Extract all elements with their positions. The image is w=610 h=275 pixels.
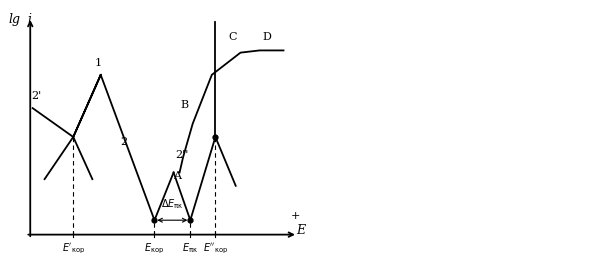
Text: D: D	[262, 32, 271, 42]
Text: $\Delta E_{\rm \pi\kappa}$: $\Delta E_{\rm \pi\kappa}$	[161, 197, 184, 211]
Text: $E_{\rm \pi\kappa}$: $E_{\rm \pi\kappa}$	[182, 241, 198, 255]
Text: $E'_{\rm \kappa op}$: $E'_{\rm \kappa op}$	[62, 241, 85, 256]
Text: $E''_{\rm \kappa op}$: $E''_{\rm \kappa op}$	[203, 241, 228, 256]
Text: A: A	[173, 171, 181, 181]
Text: 2: 2	[120, 137, 127, 147]
Text: +: +	[291, 211, 300, 221]
Text: 1: 1	[95, 58, 102, 68]
Text: 2': 2'	[32, 92, 41, 101]
Text: C: C	[228, 32, 237, 42]
Text: i: i	[28, 13, 32, 26]
Text: E: E	[296, 224, 306, 237]
Text: $E_{\rm \kappa op}$: $E_{\rm \kappa op}$	[145, 241, 165, 256]
Text: B: B	[181, 100, 188, 110]
Text: lg: lg	[9, 13, 21, 26]
Text: 2'': 2''	[175, 150, 188, 160]
